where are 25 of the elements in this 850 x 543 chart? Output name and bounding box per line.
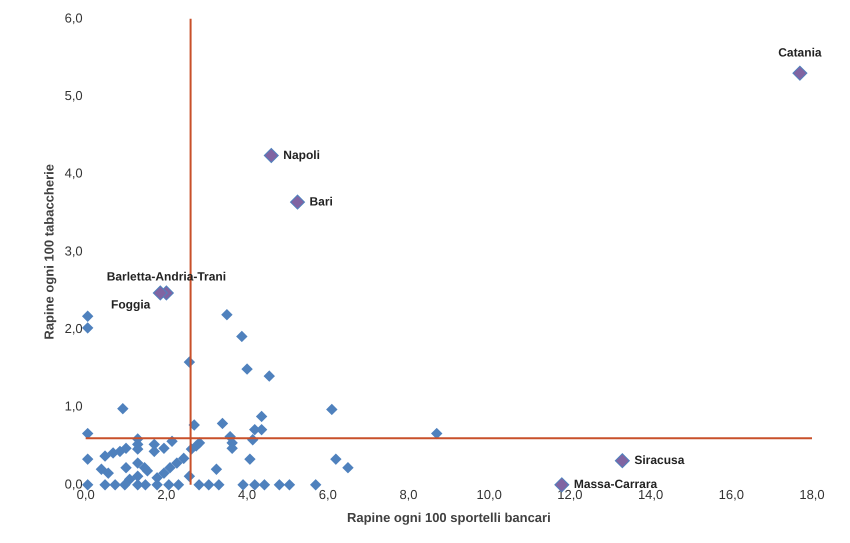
y-axis-title: Rapine ogni 100 tabaccherie bbox=[41, 164, 56, 340]
y-tick-label: 6,0 bbox=[64, 10, 83, 26]
point bbox=[792, 66, 808, 81]
annotation: Foggia bbox=[110, 297, 151, 312]
point bbox=[614, 453, 630, 468]
point bbox=[290, 194, 306, 210]
x-tick-label: 4,0 bbox=[238, 487, 256, 502]
y-tick-label: 3,0 bbox=[64, 243, 83, 258]
y-tick-label: 5,0 bbox=[64, 88, 83, 104]
x-tick-label: 18,0 bbox=[799, 487, 825, 502]
annotation: Siracusa bbox=[634, 453, 685, 468]
y-tick-label: 1,0 bbox=[64, 398, 83, 414]
x-tick-label: 8,0 bbox=[399, 487, 418, 502]
point bbox=[264, 148, 279, 163]
y-tick-label: 2,0 bbox=[64, 321, 83, 336]
x-tick-label: 16,0 bbox=[718, 487, 744, 502]
annotation: Catania bbox=[778, 45, 822, 60]
annotation: Napoli bbox=[283, 148, 320, 162]
x-tick-label: 6,0 bbox=[318, 487, 337, 502]
x-tick-label: 2,0 bbox=[157, 487, 176, 502]
x-tick-label: 10,0 bbox=[476, 487, 502, 502]
point bbox=[152, 285, 168, 300]
y-tick-label: 4,0 bbox=[64, 166, 83, 181]
x-axis-title: Rapine ogni 100 sportelli bancari bbox=[346, 510, 551, 525]
annotation: Bari bbox=[310, 194, 333, 208]
